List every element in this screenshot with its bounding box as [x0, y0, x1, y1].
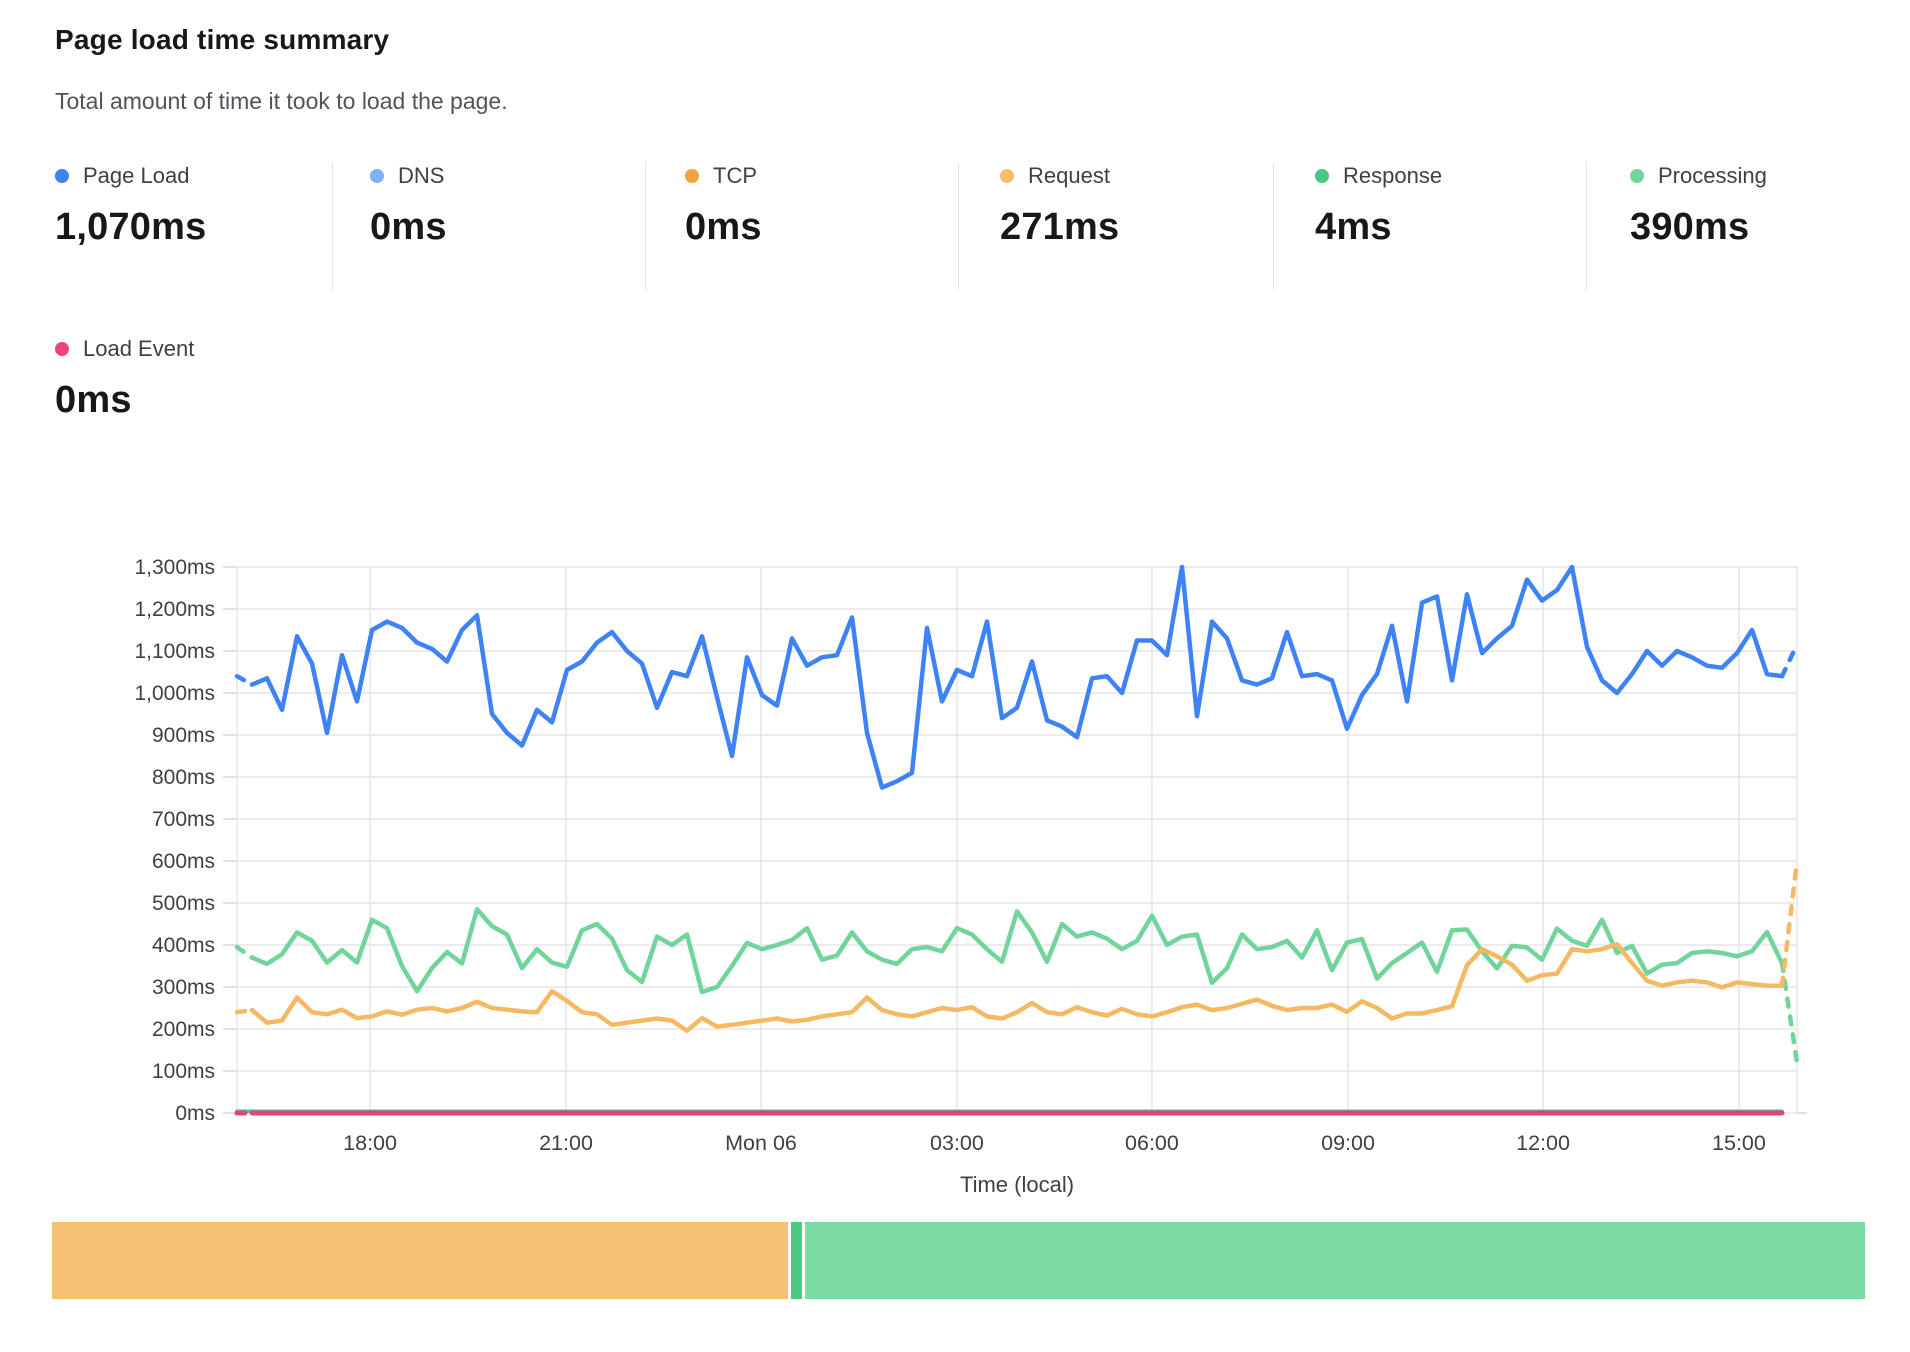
x-axis-label: 09:00	[1321, 1131, 1375, 1155]
phase-proportion-bar	[52, 1222, 1866, 1299]
metric-divider	[1273, 162, 1274, 290]
x-axis-label: 06:00	[1125, 1131, 1179, 1155]
y-axis-label: 1,000ms	[134, 682, 215, 705]
legend-dot-processing	[1630, 169, 1644, 183]
y-axis-label: 800ms	[152, 766, 215, 789]
metric-divider	[645, 162, 646, 290]
series-processing-line-dashed	[234, 944, 255, 960]
phase-bar-response	[791, 1222, 803, 1299]
series-page-load-line-dashed	[234, 673, 255, 687]
metric-label-tcp: TCP	[713, 163, 757, 188]
metric-label-processing: Processing	[1658, 163, 1767, 188]
x-axis-label: 03:00	[930, 1131, 984, 1155]
y-axis-label: 400ms	[152, 934, 215, 957]
metric-value-request: 271ms	[1000, 206, 1120, 248]
legend-dot-dns	[370, 169, 384, 183]
metric-value-tcp: 0ms	[685, 206, 762, 248]
y-axis-label: 300ms	[152, 976, 215, 999]
y-axis-label: 900ms	[152, 724, 215, 747]
metric-response: Response 4ms	[1315, 163, 1605, 249]
y-axis-label: 500ms	[152, 892, 215, 915]
legend-dot-load-event	[55, 342, 69, 356]
legend-dot-response	[1315, 169, 1329, 183]
phase-bar-processing	[805, 1222, 1866, 1299]
metric-page-load: Page Load 1,070ms	[55, 163, 345, 249]
y-axis-label: 100ms	[152, 1060, 215, 1083]
metric-label-page-load: Page Load	[83, 163, 190, 188]
metric-value-response: 4ms	[1315, 206, 1392, 248]
series-request-line-dashed	[234, 1007, 255, 1015]
y-axis-label: 700ms	[152, 808, 215, 831]
series-page-load-line-dashed	[1779, 642, 1800, 679]
metric-load-event: Load Event 0ms	[55, 336, 345, 422]
y-axis-label: 1,200ms	[134, 598, 215, 621]
metric-divider	[1586, 162, 1587, 290]
metric-request: Request 271ms	[1000, 163, 1290, 249]
series-request-line-dashed	[1779, 858, 1800, 988]
x-axis-label: Mon 06	[725, 1131, 797, 1155]
metric-value-load-event: 0ms	[55, 379, 132, 421]
series-page-load-line	[249, 564, 1785, 790]
series-request-line	[249, 941, 1785, 1033]
legend-dot-tcp	[685, 169, 699, 183]
page-subtitle: Total amount of time it took to load the…	[55, 88, 508, 114]
page-title: Page load time summary	[55, 24, 390, 55]
x-axis-label: 18:00	[343, 1131, 397, 1155]
legend-dot-request	[1000, 169, 1014, 183]
metric-divider	[958, 162, 959, 290]
page-load-time-chart[interactable]: 0ms 100ms 200ms 300ms 400ms 500ms 600ms 700ms 80…	[0, 0, 1910, 1215]
metric-value-dns: 0ms	[370, 206, 447, 248]
y-axis-label: 1,100ms	[134, 640, 215, 663]
metric-label-load-event: Load Event	[83, 336, 195, 361]
y-axis-label: 0ms	[175, 1102, 215, 1125]
y-axis-label: 1,300ms	[134, 556, 215, 579]
metric-tcp: TCP 0ms	[685, 163, 975, 249]
metric-divider	[332, 162, 333, 290]
y-axis-label: 600ms	[152, 850, 215, 873]
metric-processing: Processing 390ms	[1630, 163, 1910, 249]
x-axis-label: 12:00	[1516, 1131, 1570, 1155]
x-axis-label: 21:00	[539, 1131, 593, 1155]
x-axis-label: 15:00	[1712, 1131, 1766, 1155]
metric-value-processing: 390ms	[1630, 206, 1750, 248]
metric-value-page-load: 1,070ms	[55, 206, 207, 248]
x-axis-title: Time (local)	[960, 1172, 1074, 1197]
y-axis-label: 200ms	[152, 1018, 215, 1041]
metric-dns: DNS 0ms	[370, 163, 660, 249]
metric-label-request: Request	[1028, 163, 1110, 188]
metric-label-response: Response	[1343, 163, 1443, 188]
legend-dot-page-load	[55, 169, 69, 183]
metric-label-dns: DNS	[398, 163, 445, 188]
series-processing-line	[249, 907, 1785, 995]
phase-bar-request	[52, 1222, 789, 1299]
